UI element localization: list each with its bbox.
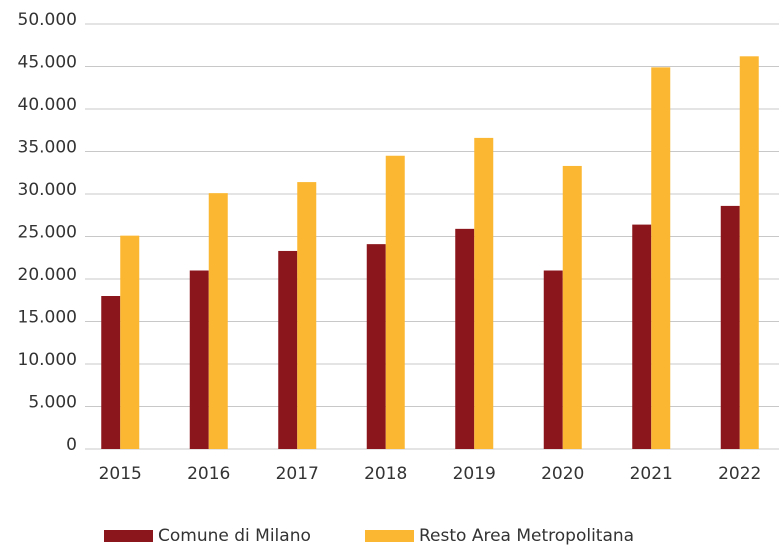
x-tick-label: 2017	[276, 464, 319, 484]
y-tick-label: 30.000	[18, 180, 77, 200]
bar	[385, 155, 405, 449]
bar	[474, 137, 494, 449]
bar	[455, 228, 475, 449]
x-tick-label: 2020	[541, 464, 584, 484]
y-tick-label: 15.000	[18, 308, 77, 328]
legend-label: Comune di Milano	[158, 526, 311, 546]
bar	[739, 56, 759, 450]
legend-swatch	[365, 530, 414, 542]
y-tick-label: 35.000	[18, 138, 77, 158]
legend-label: Resto Area Metropolitana	[419, 526, 634, 546]
y-tick-label: 0	[66, 435, 77, 455]
y-tick-label: 40.000	[18, 95, 77, 115]
y-tick-label: 5.000	[28, 393, 77, 413]
x-tick-label: 2016	[187, 464, 230, 484]
bar	[720, 205, 740, 449]
x-tick-label: 2022	[718, 464, 761, 484]
x-tick-label: 2015	[99, 464, 142, 484]
bar	[120, 235, 140, 449]
bar	[366, 244, 386, 449]
bar	[632, 224, 652, 449]
y-tick-label: 10.000	[18, 350, 77, 370]
bar	[543, 270, 563, 449]
bar	[189, 270, 209, 449]
x-tick-label: 2019	[453, 464, 496, 484]
x-tick-label: 2021	[630, 464, 673, 484]
bar	[297, 182, 317, 449]
y-tick-label: 50.000	[18, 10, 77, 30]
bar	[101, 296, 121, 449]
bar	[278, 250, 298, 449]
bar	[562, 165, 582, 449]
y-tick-label: 45.000	[18, 53, 77, 73]
y-tick-label: 25.000	[18, 223, 77, 243]
bar	[208, 193, 228, 449]
legend-swatch	[104, 530, 153, 542]
x-tick-label: 2018	[364, 464, 407, 484]
y-tick-label: 20.000	[18, 265, 77, 285]
bar	[651, 67, 671, 449]
